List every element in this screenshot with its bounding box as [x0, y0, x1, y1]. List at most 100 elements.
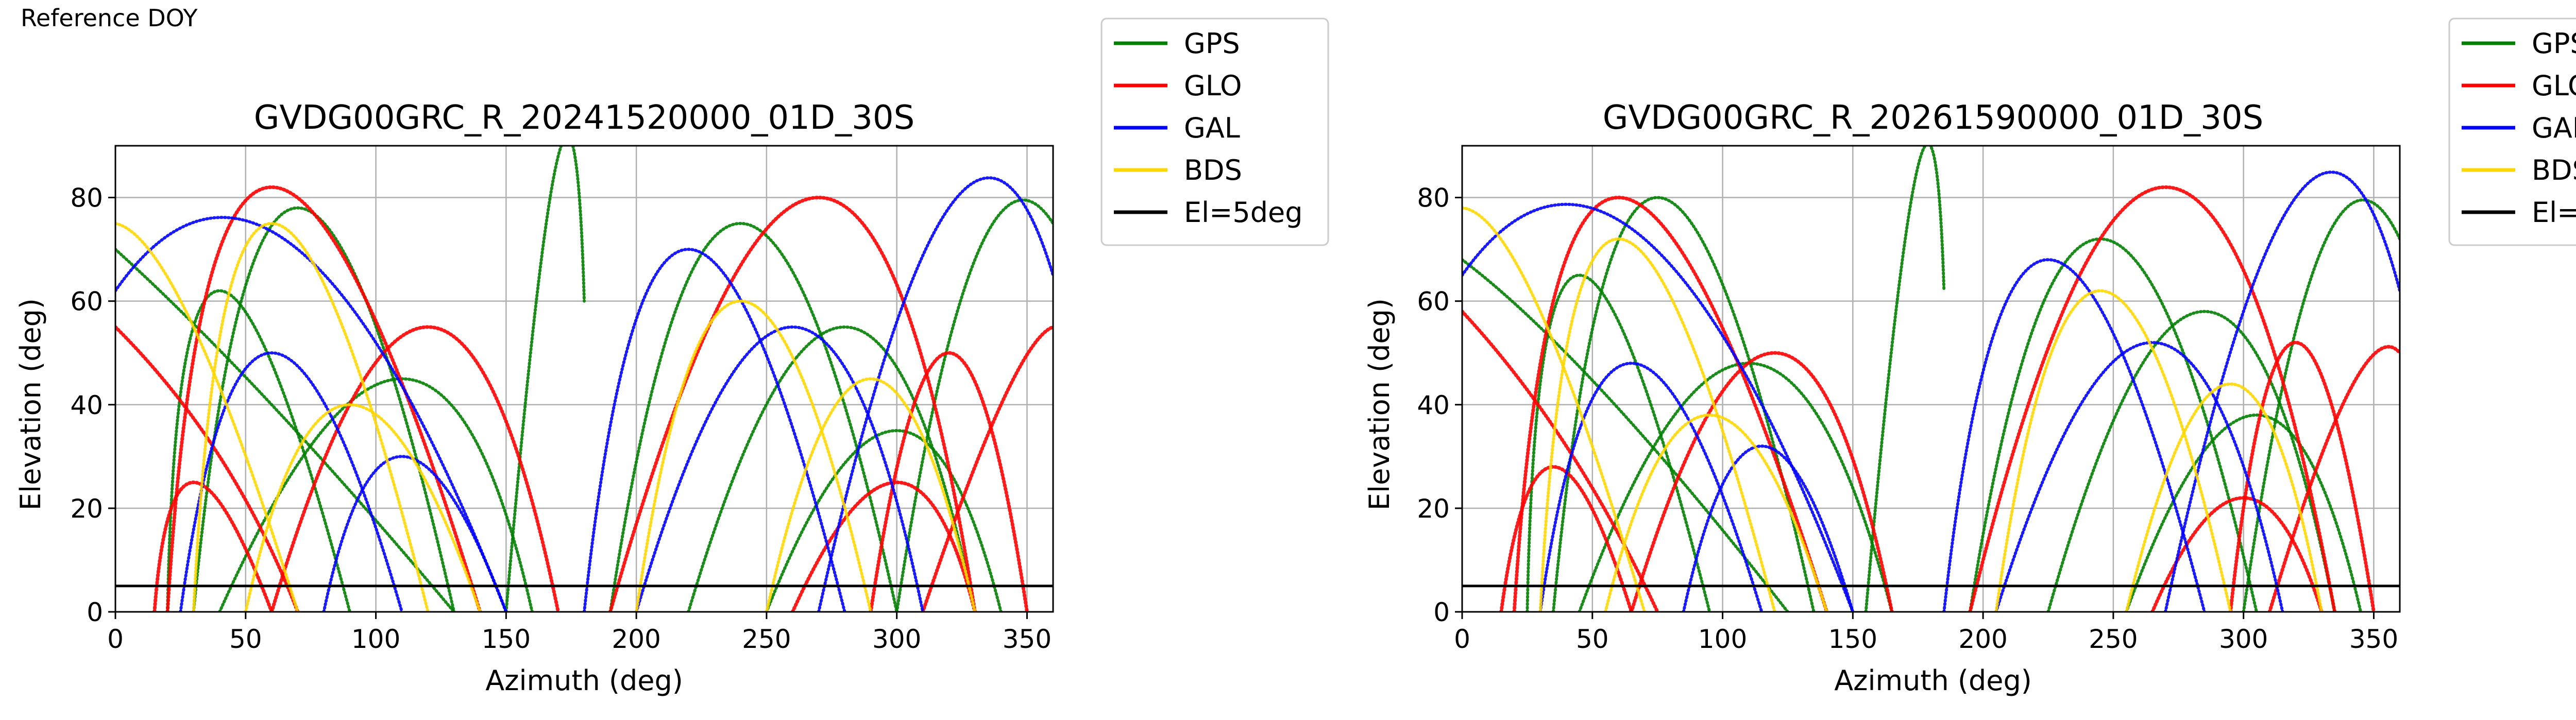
track-bds [2125, 382, 2324, 612]
track-glo [790, 481, 977, 612]
y-tick-label: 0 [1433, 597, 1450, 627]
track-gps [687, 325, 977, 612]
track-gal [322, 455, 508, 612]
y-tick-label: 60 [1417, 287, 1450, 317]
track-glo [1499, 465, 1634, 612]
track-glo [2267, 345, 2400, 612]
track-glo [869, 351, 1029, 612]
track-gps [192, 206, 456, 612]
y-tick-label: 0 [87, 597, 103, 627]
chart-panel-2: GVDG00GRC_R_20261590000_01D_30S 0 50 100 15… [1363, 18, 2576, 697]
track-glo [115, 325, 300, 612]
x-tick-label: 300 [872, 624, 921, 654]
x-axis-label: Azimuth (deg) [485, 664, 683, 697]
track-glo [1630, 351, 1894, 612]
track-gps [2125, 414, 2363, 612]
track-gps [1526, 273, 1711, 612]
x-tick-label: 250 [742, 624, 791, 654]
track-gal [635, 325, 925, 612]
y-tick-label: 20 [70, 494, 103, 524]
legend-entry: El=5deg [2532, 196, 2576, 229]
x-tick-label: 150 [482, 624, 531, 654]
track-bds [115, 221, 299, 612]
track-gps [2242, 198, 2400, 612]
track-gal [115, 216, 508, 612]
track-gps [1864, 146, 1946, 612]
track-glo [1512, 196, 1829, 612]
y-axis: 0 20 40 60 80 [1417, 183, 1462, 627]
track-glo [921, 325, 1053, 612]
x-axis: 0 50 100 150 200 250 300 350 [1454, 612, 2398, 654]
x-tick-label: 200 [1958, 624, 2007, 654]
legend-entry: BDS [1184, 154, 1242, 186]
x-tick-label: 350 [1003, 624, 1052, 654]
track-bds [1462, 206, 1646, 612]
y-axis-label: Elevation (deg) [1363, 298, 1396, 510]
track-gal [817, 176, 1053, 612]
y-tick-label: 60 [70, 287, 103, 317]
x-axis: 0 50 100 150 200 250 300 350 [107, 612, 1052, 654]
x-tick-label: 100 [1698, 624, 1747, 654]
x-tick-label: 0 [1454, 624, 1470, 654]
y-axis-label: Elevation (deg) [14, 298, 47, 510]
track-gal [1538, 362, 1764, 612]
x-tick-label: 300 [2219, 624, 2268, 654]
legend-box [1100, 18, 1329, 246]
track-gps [1578, 362, 1894, 612]
track-bds [192, 222, 430, 612]
track-glo [152, 481, 274, 612]
track-bds [244, 403, 482, 612]
x-tick-label: 250 [2089, 624, 2138, 654]
track-gal [1682, 444, 1855, 612]
chart-title: GVDG00GRC_R_20241520000_01D_30S [254, 99, 914, 137]
track-gps [166, 289, 351, 612]
legend-entry: GLO [2532, 70, 2576, 102]
track-gps [608, 221, 899, 612]
track-bds [635, 299, 873, 612]
page-caption: Reference DOY [21, 4, 198, 32]
track-gal [2164, 170, 2400, 612]
x-tick-label: 50 [229, 624, 262, 654]
track-gps [895, 198, 1053, 612]
track-gal [1942, 258, 2206, 612]
track-gps [504, 146, 586, 612]
track-gal [179, 351, 404, 612]
legend-entry: El=5deg [1184, 196, 1303, 229]
track-gps [1551, 196, 1816, 612]
chart-title: GVDG00GRC_R_20261590000_01D_30S [1603, 99, 2263, 137]
track-gal [1994, 341, 2284, 612]
legend-entry: GAL [2532, 112, 2576, 144]
x-axis-label: Azimuth (deg) [1834, 664, 2032, 697]
legend: GPS GLO GAL BDS El=5deg [1100, 18, 1329, 246]
legend: GPS GLO GAL BDS El=5deg [2448, 18, 2576, 246]
y-tick-label: 40 [1417, 390, 1450, 420]
plot-area [115, 146, 1053, 612]
track-bds [1604, 414, 1828, 612]
x-tick-label: 150 [1828, 624, 1877, 654]
legend-entry: GPS [1184, 27, 1240, 60]
track-glo [1462, 310, 1659, 612]
legend-entry: BDS [2532, 154, 2576, 186]
track-gps [2046, 310, 2336, 612]
x-tick-label: 200 [612, 624, 660, 654]
legend-entry: GLO [1184, 70, 1242, 102]
legend-box [2448, 18, 2576, 246]
track-bds [765, 377, 977, 612]
plot-frame [114, 145, 1054, 613]
track-gps [115, 248, 456, 612]
y-axis: 0 20 40 60 80 [70, 183, 115, 627]
grid [114, 146, 1053, 613]
track-bds [1994, 289, 2232, 612]
track-glo [1968, 185, 2337, 612]
track-gps [765, 429, 1003, 612]
y-tick-label: 40 [70, 390, 103, 420]
track-gps [1462, 258, 1789, 612]
plot-frame [1461, 145, 2401, 613]
x-tick-label: 100 [351, 624, 400, 654]
track-bds [1538, 237, 1776, 612]
legend-entry: GPS [2532, 27, 2576, 60]
x-tick-label: 50 [1576, 624, 1609, 654]
y-tick-label: 80 [1417, 183, 1450, 213]
track-gal [1462, 203, 1855, 612]
